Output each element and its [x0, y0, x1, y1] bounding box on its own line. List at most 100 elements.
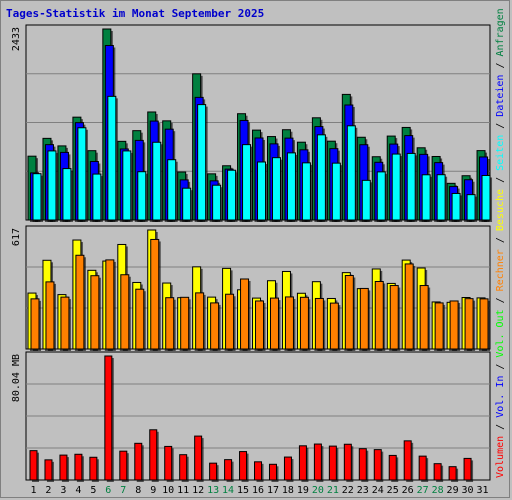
seiten-bar-9 [152, 141, 162, 221]
x-tick-label-10: 10 [162, 485, 174, 496]
y-max-label-visits: 617 [11, 228, 22, 246]
seiten-bar-5 [92, 173, 102, 221]
x-tick-label-13: 13 [207, 485, 219, 496]
x-tick-label-31: 31 [476, 485, 488, 496]
rechner-bar-10 [165, 297, 175, 350]
seiten-bar-21 [331, 162, 341, 221]
legend-separator: / [495, 117, 506, 135]
seiten-bar-3 [62, 168, 72, 221]
rechner-bar-26 [404, 263, 414, 350]
seiten-bar-7 [122, 150, 132, 221]
volumen-bar-10 [164, 445, 173, 481]
rechner-bar-6 [105, 259, 115, 350]
rechner-bar-27 [419, 285, 429, 350]
seiten-bar-27 [421, 174, 431, 221]
volumen-bar-17 [268, 463, 277, 481]
x-tick-label-18: 18 [282, 485, 294, 496]
seiten-bar-19 [301, 162, 311, 221]
legend-separator: / [495, 418, 506, 436]
rechner-bar-8 [135, 288, 145, 350]
seiten-bar-2 [47, 150, 57, 221]
volumen-bar-2 [44, 459, 53, 481]
x-tick-label-1: 1 [30, 485, 36, 496]
y-max-label-requests: 2433 [11, 27, 22, 51]
rechner-bar-7 [120, 274, 130, 350]
x-tick-label-14: 14 [222, 485, 234, 496]
volumen-bar-13 [209, 462, 218, 481]
rechner-bar-13 [210, 302, 220, 350]
seiten-bar-10 [167, 159, 177, 221]
y-max-label-volume: 80.04 MB [11, 354, 22, 402]
x-tick-label-21: 21 [327, 485, 339, 496]
volumen-bar-7 [119, 450, 128, 481]
x-tick-label-16: 16 [252, 485, 264, 496]
seiten-bar-31 [481, 174, 491, 221]
seiten-bar-1 [32, 173, 42, 221]
x-tick-label-17: 17 [267, 485, 279, 496]
seiten-bar-8 [137, 171, 147, 221]
legend-item: Dateien [495, 75, 506, 117]
rechner-bar-15 [240, 278, 250, 350]
legend-separator: / [495, 231, 506, 249]
rechner-bar-19 [299, 296, 309, 350]
legend-separator: / [495, 171, 506, 189]
seiten-bar-12 [197, 104, 207, 221]
volumen-bar-15 [239, 451, 248, 481]
seiten-bar-6 [107, 95, 117, 221]
seiten-bar-22 [346, 125, 356, 221]
seiten-bar-16 [257, 161, 267, 221]
volumen-bar-26 [403, 440, 412, 481]
rechner-bar-22 [344, 275, 354, 350]
x-tick-label-19: 19 [297, 485, 309, 496]
volumen-bar-3 [59, 454, 68, 481]
rechner-bar-25 [389, 285, 399, 350]
seiten-bar-28 [436, 174, 446, 221]
volumen-bar-8 [134, 442, 143, 481]
rechner-bar-31 [479, 298, 489, 350]
legend-item: Besuche [495, 189, 506, 231]
x-tick-label-29: 29 [447, 485, 459, 496]
seiten-bar-29 [451, 192, 461, 221]
legend-separator: / [495, 291, 506, 309]
volumen-bar-30 [463, 457, 472, 481]
volumen-bar-28 [433, 463, 442, 481]
volumen-bar-24 [373, 449, 382, 481]
rechner-bar-16 [255, 300, 265, 350]
volumen-bar-11 [179, 454, 188, 481]
legend-item: Anfragen [495, 8, 506, 56]
seiten-bar-26 [406, 152, 416, 221]
seiten-bar-23 [361, 179, 371, 221]
legend-item: Rechner [495, 249, 506, 291]
seiten-bar-4 [77, 127, 87, 221]
x-tick-label-26: 26 [402, 485, 414, 496]
seiten-bar-25 [391, 153, 401, 221]
volumen-bar-16 [254, 461, 263, 481]
rechner-bar-23 [359, 287, 369, 350]
volumen-bar-25 [388, 454, 397, 481]
volumen-bar-4 [74, 453, 83, 481]
volumen-bar-23 [358, 448, 367, 481]
legend-separator: / [495, 358, 506, 376]
volumen-bar-5 [89, 456, 98, 481]
seiten-bar-20 [316, 134, 326, 221]
rechner-bar-14 [225, 293, 235, 350]
x-tick-label-22: 22 [342, 485, 354, 496]
volumen-bar-21 [328, 445, 337, 481]
seiten-bar-11 [182, 187, 192, 221]
volumen-bar-18 [283, 456, 292, 481]
x-tick-label-5: 5 [90, 485, 96, 496]
seiten-bar-24 [376, 171, 386, 221]
page-title: Tages-Statistik im Monat September 2025 [6, 7, 265, 20]
x-tick-label-20: 20 [312, 485, 324, 496]
legend: Volumen / Vol. In / Vol. Out / Rechner /… [495, 8, 506, 478]
legend-item: Vol. In [495, 376, 506, 418]
volumen-bar-19 [298, 445, 307, 481]
legend-separator: / [495, 56, 506, 74]
seiten-bar-15 [242, 144, 252, 221]
volumen-bar-27 [418, 455, 427, 481]
x-tick-label-23: 23 [357, 485, 369, 496]
rechner-bar-17 [269, 297, 279, 350]
volumen-bar-14 [224, 459, 233, 481]
rechner-bar-21 [329, 302, 339, 350]
